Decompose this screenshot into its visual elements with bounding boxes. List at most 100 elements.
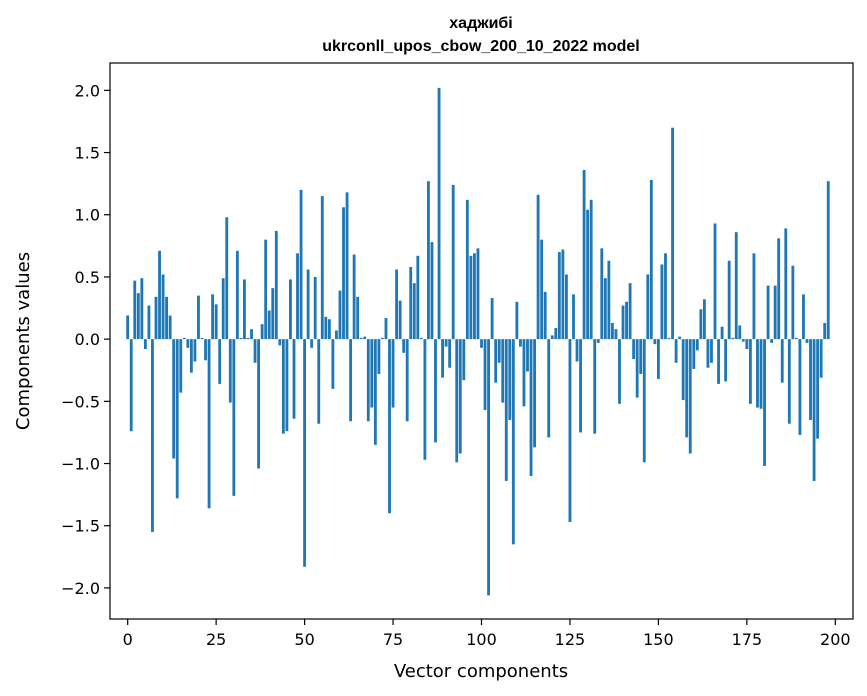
bar <box>618 339 621 404</box>
bar <box>133 280 137 340</box>
bar <box>582 169 586 340</box>
bar <box>448 339 452 368</box>
bar <box>515 301 519 340</box>
bar <box>809 339 812 420</box>
bar <box>214 304 218 340</box>
bar <box>359 337 363 340</box>
bar <box>356 296 360 340</box>
bar <box>331 339 335 389</box>
x-tick-label: 50 <box>294 630 314 649</box>
bar <box>646 274 650 340</box>
bar <box>296 253 299 340</box>
bar <box>674 339 678 363</box>
bar <box>246 337 250 340</box>
bar <box>154 296 158 340</box>
bar <box>504 339 508 481</box>
bar <box>791 265 795 340</box>
bar <box>628 283 632 340</box>
bar <box>787 339 791 424</box>
bar <box>763 339 766 466</box>
bar <box>497 339 501 363</box>
bar <box>207 339 211 509</box>
bar <box>543 291 547 340</box>
bar <box>664 253 667 340</box>
x-tick-label: 0 <box>123 630 133 649</box>
bar <box>731 337 735 340</box>
bar <box>812 339 816 481</box>
bar <box>586 209 590 340</box>
bar <box>381 337 384 340</box>
bar <box>784 228 788 340</box>
bar <box>197 295 200 340</box>
bar <box>313 276 317 340</box>
bar <box>759 339 763 409</box>
bars-group <box>126 87 830 596</box>
bar <box>741 339 745 342</box>
bar <box>200 337 204 340</box>
bar <box>568 339 572 522</box>
bar <box>363 336 367 340</box>
bar <box>430 242 434 340</box>
bar <box>483 339 487 411</box>
bar <box>819 339 823 378</box>
bar <box>402 339 406 353</box>
bar <box>172 339 176 459</box>
bar <box>671 127 674 340</box>
bar <box>419 337 423 340</box>
bar <box>455 339 459 463</box>
bar <box>395 269 398 340</box>
bar <box>345 192 349 340</box>
bar <box>235 250 239 340</box>
bar <box>317 339 321 424</box>
x-tick-label: 25 <box>206 630 226 649</box>
bar <box>780 339 784 383</box>
bar <box>713 223 717 340</box>
bar <box>756 339 759 408</box>
bar <box>182 337 186 340</box>
bar <box>501 339 505 403</box>
y-tick-label: −1.0 <box>61 455 100 474</box>
bar <box>575 339 579 362</box>
bar <box>519 339 522 347</box>
bar <box>678 336 682 340</box>
bar <box>469 255 473 340</box>
bar <box>161 274 165 340</box>
bar <box>710 339 713 363</box>
bar <box>681 339 685 401</box>
bar <box>727 260 731 340</box>
bar <box>165 296 169 340</box>
bar <box>437 87 441 340</box>
bar <box>299 189 303 340</box>
bar <box>579 339 582 433</box>
bar <box>635 339 639 398</box>
bar <box>338 290 342 340</box>
bar <box>267 310 271 340</box>
bar <box>285 339 289 432</box>
bar <box>211 294 215 340</box>
bar <box>179 339 183 393</box>
bar <box>706 339 710 368</box>
bar <box>738 325 742 340</box>
bar <box>158 250 161 340</box>
bar <box>798 339 802 435</box>
bar <box>444 339 448 347</box>
bar <box>434 339 437 443</box>
y-tick-label: 0.5 <box>75 268 100 287</box>
bar <box>632 339 636 360</box>
bar <box>724 339 728 382</box>
bar <box>596 339 600 343</box>
bar <box>225 217 229 340</box>
bar <box>427 181 430 340</box>
bar <box>260 324 264 340</box>
bar <box>476 248 480 340</box>
bar <box>561 249 565 340</box>
bar <box>143 339 147 350</box>
bar <box>593 339 597 434</box>
bar <box>660 264 664 340</box>
bar <box>147 305 151 340</box>
bar <box>239 337 243 340</box>
bar <box>310 339 314 348</box>
bar <box>603 278 607 340</box>
x-tick-label: 100 <box>466 630 497 649</box>
bar <box>777 238 781 340</box>
